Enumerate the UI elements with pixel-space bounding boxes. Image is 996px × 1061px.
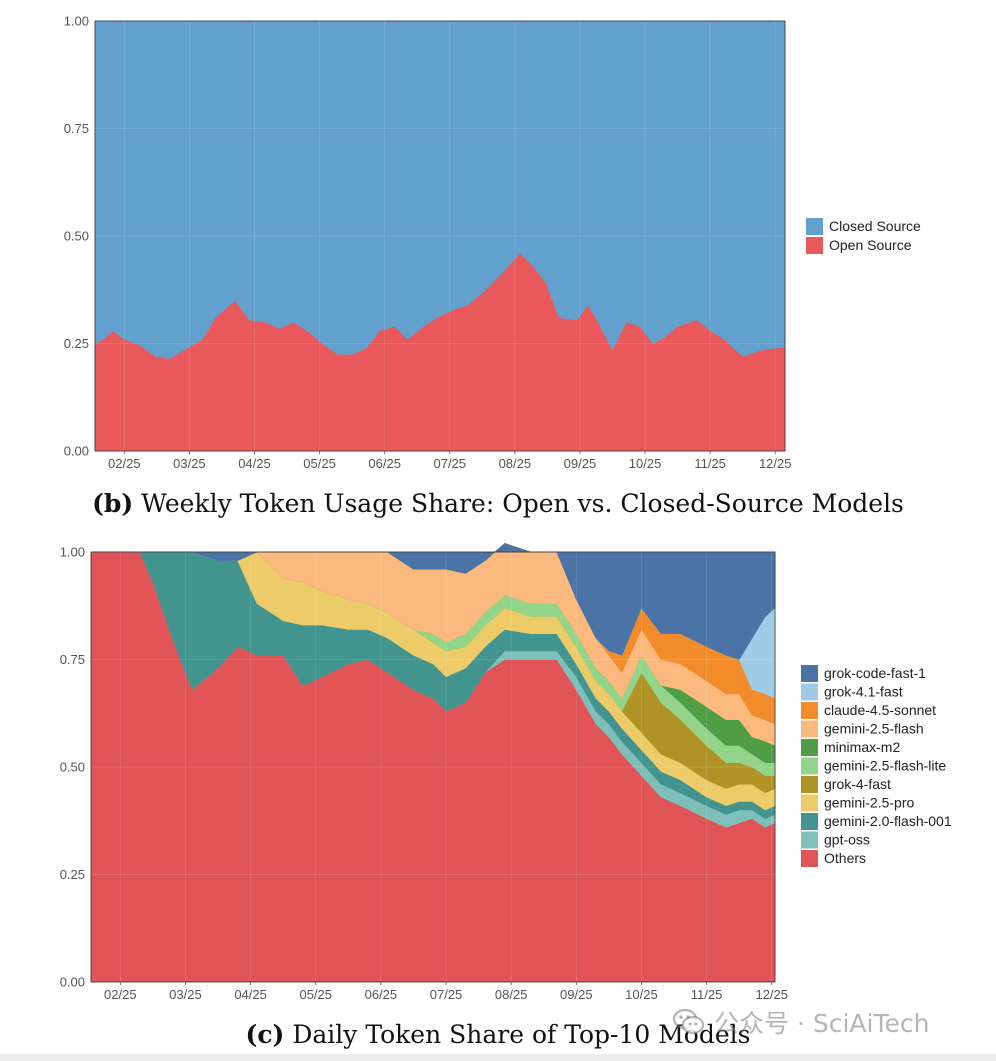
legend-swatch-grok-code-fast-1 xyxy=(801,665,818,682)
caption-b: (b) Weekly Token Usage Share: Open vs. C… xyxy=(0,489,996,518)
legend-label-others: Others xyxy=(824,850,866,866)
legend-swatch-gemini-2-0-flash-001 xyxy=(801,813,818,830)
legend-swatch-closed-source xyxy=(806,218,823,235)
legend-label-claude-4-5-sonnet: claude-4.5-sonnet xyxy=(824,702,936,718)
x-tick-label: 12/25 xyxy=(759,456,792,471)
x-tick-label: 08/25 xyxy=(499,456,532,471)
x-tick-label: 12/25 xyxy=(755,987,788,1002)
x-tick-label: 02/25 xyxy=(104,987,137,1002)
x-tick-label: 04/25 xyxy=(234,987,267,1002)
x-tick-label: 02/25 xyxy=(108,456,141,471)
chart-weekly-open-closed: 0.00 0.25 0.50 0.75 1.00 02/25 03/25 04/25 05/25… xyxy=(64,14,921,472)
legend-swatch-minimax-m2 xyxy=(801,739,818,756)
area-closed-source xyxy=(94,20,786,359)
legend: Closed Source Open Source xyxy=(806,218,921,254)
y-tick-label: 1.00 xyxy=(64,14,89,29)
x-tick-label: 10/25 xyxy=(625,987,658,1002)
caption-c-text: Daily Token Share of Top-10 Models xyxy=(292,1020,751,1049)
plot-border xyxy=(94,20,786,452)
caption-c: (c) Daily Token Share of Top-10 Models xyxy=(0,1020,996,1049)
plot-border xyxy=(90,551,776,983)
x-tick-label: 07/25 xyxy=(430,987,463,1002)
legend-label-open-source: Open Source xyxy=(829,237,912,253)
legend-label-gemini-2-5-pro: gemini-2.5-pro xyxy=(824,795,914,811)
legend: grok-code-fast-1 grok-4.1-fast claude-4.5-… xyxy=(801,665,952,867)
footer-bar xyxy=(0,1054,996,1061)
legend-swatch-others xyxy=(801,850,818,867)
legend-label-gemini-2-0-flash-001: gemini-2.0-flash-001 xyxy=(824,813,952,829)
x-tick-label: 11/25 xyxy=(694,456,726,471)
caption-b-label: (b) xyxy=(92,489,134,518)
legend-label-closed-source: Closed Source xyxy=(829,218,921,234)
x-tick-label: 10/25 xyxy=(629,456,662,471)
x-tick-label: 04/25 xyxy=(238,456,271,471)
x-tick-label: 03/25 xyxy=(169,987,202,1002)
chart-daily-top10: 0.00 0.25 0.50 0.75 1.00 02/25 03/25 04/25 05/25… xyxy=(60,543,952,1002)
x-tick-label: 03/25 xyxy=(173,456,206,471)
y-tick-label: 0.75 xyxy=(64,121,89,136)
x-tick-label: 05/25 xyxy=(303,456,336,471)
legend-label-grok-4-fast: grok-4-fast xyxy=(824,776,891,792)
x-tick-label: 06/25 xyxy=(365,987,398,1002)
caption-c-label: (c) xyxy=(245,1020,285,1049)
legend-swatch-grok-4-fast xyxy=(801,776,818,793)
x-tick-label: 05/25 xyxy=(299,987,332,1002)
legend-label-grok-4-1-fast: grok-4.1-fast xyxy=(824,684,903,700)
wechat-icon xyxy=(672,1008,705,1035)
caption-b-text: Weekly Token Usage Share: Open vs. Close… xyxy=(141,489,904,518)
legend-label-gemini-2-5-flash-lite: gemini-2.5-flash-lite xyxy=(824,758,946,774)
x-tick-label: 11/25 xyxy=(691,987,723,1002)
legend-swatch-gemini-2-5-flash-lite xyxy=(801,757,818,775)
legend-label-minimax-m2: minimax-m2 xyxy=(824,739,900,755)
y-tick-label: 0.25 xyxy=(64,336,89,351)
legend-swatch-gemini-2-5-pro xyxy=(801,794,818,812)
legend-label-gemini-2-5-flash: gemini-2.5-flash xyxy=(824,721,924,737)
y-tick-label: 0.50 xyxy=(60,760,85,775)
legend-swatch-gpt-oss xyxy=(801,831,818,849)
x-tick-label: 09/25 xyxy=(564,456,597,471)
y-tick-label: 0.50 xyxy=(64,229,89,244)
y-tick-label: 0.75 xyxy=(60,652,85,667)
y-tick-label: 0.00 xyxy=(64,444,89,459)
y-tick-label: 0.25 xyxy=(60,867,85,882)
legend-swatch-grok-4-1-fast xyxy=(801,683,818,701)
x-tick-label: 07/25 xyxy=(433,456,466,471)
watermark-text: 公众号 · SciAiTech xyxy=(714,1009,930,1038)
x-tick-label: 08/25 xyxy=(495,987,528,1002)
legend-swatch-gemini-2-5-flash xyxy=(801,720,818,738)
x-tick-label: 06/25 xyxy=(368,456,401,471)
y-tick-label: 0.00 xyxy=(60,975,85,990)
y-tick-label: 1.00 xyxy=(60,545,85,560)
watermark: 公众号 · SciAiTech xyxy=(672,1004,972,1040)
x-tick-label: 09/25 xyxy=(560,987,593,1002)
legend-swatch-claude-4-5-sonnet xyxy=(801,702,818,719)
legend-swatch-open-source xyxy=(806,237,823,254)
legend-label-grok-code-fast-1: grok-code-fast-1 xyxy=(824,665,926,681)
legend-label-gpt-oss: gpt-oss xyxy=(824,832,870,848)
